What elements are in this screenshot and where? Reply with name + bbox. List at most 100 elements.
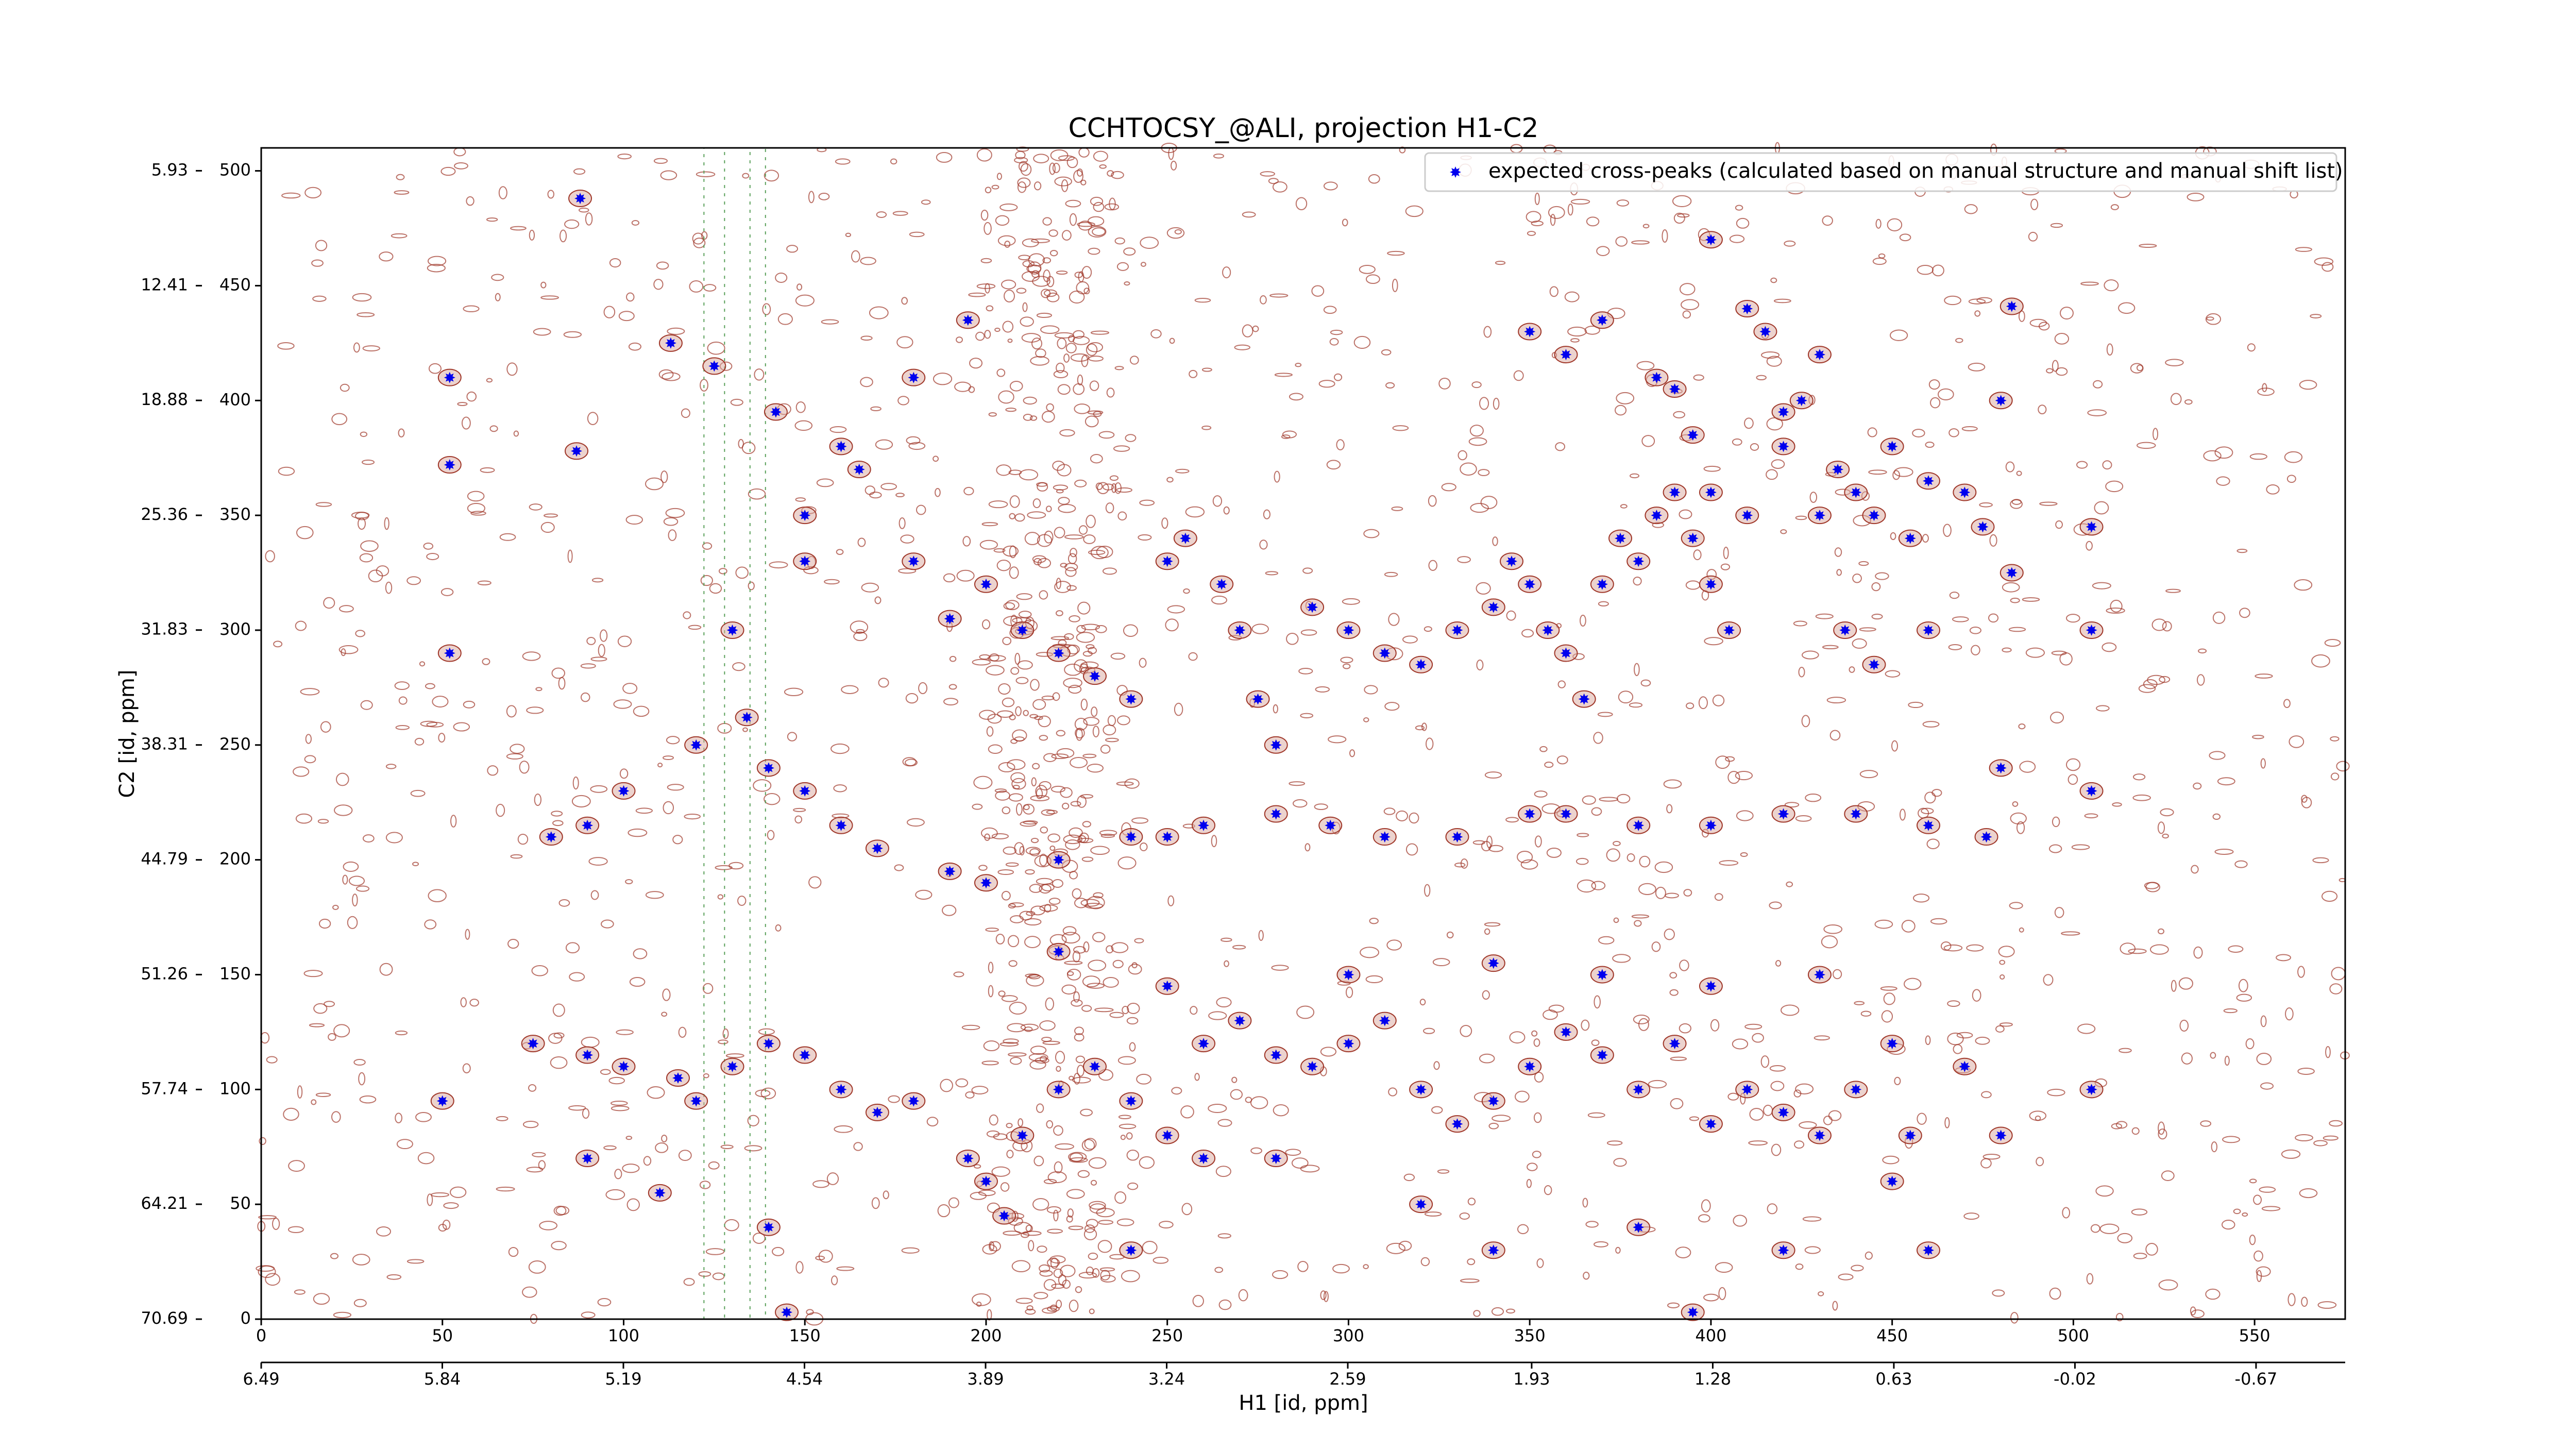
contour (1069, 1157, 1088, 1163)
contour (988, 412, 997, 417)
contour (1043, 1279, 1057, 1291)
cross-peak (1850, 486, 1862, 498)
contour (510, 226, 527, 231)
contour (1094, 1007, 1114, 1013)
contour (2145, 882, 2160, 892)
contour (1826, 697, 1846, 704)
contour (339, 605, 354, 613)
contour (2276, 954, 2292, 962)
contour (2132, 794, 2151, 801)
contour (1822, 215, 1833, 226)
contour (1323, 1291, 1329, 1302)
contour (1215, 1166, 1231, 1177)
contour (897, 396, 909, 406)
contour (795, 1261, 804, 1274)
contour (1122, 1006, 1129, 1015)
contour (916, 504, 926, 515)
contour (987, 655, 1006, 662)
contour (2087, 409, 2107, 416)
contour (1078, 1272, 1097, 1279)
contour (983, 1040, 1000, 1052)
contour (395, 725, 410, 730)
contour (2191, 1309, 2205, 1318)
contour (2002, 582, 2020, 593)
contour (288, 1160, 305, 1172)
contour (1871, 582, 1881, 592)
contour (1943, 524, 1952, 537)
contour (352, 293, 372, 302)
cross-peak (835, 1084, 847, 1096)
contour (1543, 144, 1557, 154)
contour (2090, 1224, 2100, 1233)
contour (352, 894, 358, 907)
contour (1423, 1027, 1435, 1034)
cross-peak (1705, 980, 1717, 992)
contour (385, 764, 397, 769)
contour (1131, 962, 1138, 969)
contour (1106, 387, 1115, 398)
contour (2158, 1279, 2178, 1291)
contour (258, 1265, 276, 1278)
contour (1081, 1139, 1095, 1152)
contour (1047, 1171, 1067, 1183)
contour (1175, 468, 1190, 474)
contour (1016, 288, 1027, 294)
contour (266, 1056, 278, 1064)
contour (1582, 795, 1596, 805)
contour (278, 466, 295, 476)
contour (1092, 1268, 1100, 1278)
contour (769, 561, 788, 569)
contour (2062, 1207, 2071, 1219)
contour (1084, 1224, 1095, 1233)
contour (1040, 826, 1048, 834)
contour (1057, 338, 1067, 349)
cross-peak (1923, 475, 1934, 487)
contour (1670, 1056, 1687, 1061)
contour (2019, 761, 2036, 773)
contour (1013, 1222, 1032, 1234)
contour (1074, 659, 1088, 672)
contour (1363, 1264, 1369, 1269)
contour (1582, 1198, 1588, 1208)
contour (1269, 293, 1289, 298)
contour (2005, 461, 2015, 473)
contour (507, 938, 519, 949)
contour (2118, 302, 2136, 314)
contour (1009, 513, 1015, 519)
contour (1095, 482, 1103, 491)
contour (1030, 905, 1045, 916)
contour (1050, 785, 1065, 793)
cross-peak (908, 555, 920, 567)
contour (1103, 724, 1116, 736)
contour (1634, 663, 1640, 677)
contour (625, 515, 643, 525)
contour (899, 517, 906, 529)
contour (1073, 330, 1084, 339)
contour (1069, 827, 1083, 838)
contour (1364, 685, 1378, 695)
cross-peak (781, 1306, 792, 1318)
contour (1333, 373, 1343, 381)
contour (753, 779, 772, 792)
contour (258, 1215, 277, 1220)
contour (1606, 848, 1620, 862)
contour (996, 368, 1006, 377)
contour (997, 235, 1016, 246)
contour (438, 1224, 447, 1232)
contour (1027, 261, 1042, 275)
contour (1021, 1232, 1030, 1238)
contour (1083, 1228, 1097, 1240)
contour (1092, 227, 1106, 237)
contour (1084, 1138, 1097, 1150)
cross-peak (1524, 808, 1536, 820)
y-tick-label: 500 (219, 160, 251, 180)
contour (795, 497, 806, 502)
contour (1274, 470, 1280, 483)
contour (655, 1142, 669, 1153)
y-tick-label: 0 (241, 1308, 251, 1328)
contour (391, 233, 408, 239)
contour (1102, 567, 1117, 575)
contour (1655, 886, 1666, 899)
contour (340, 383, 350, 392)
contour (2071, 844, 2090, 850)
